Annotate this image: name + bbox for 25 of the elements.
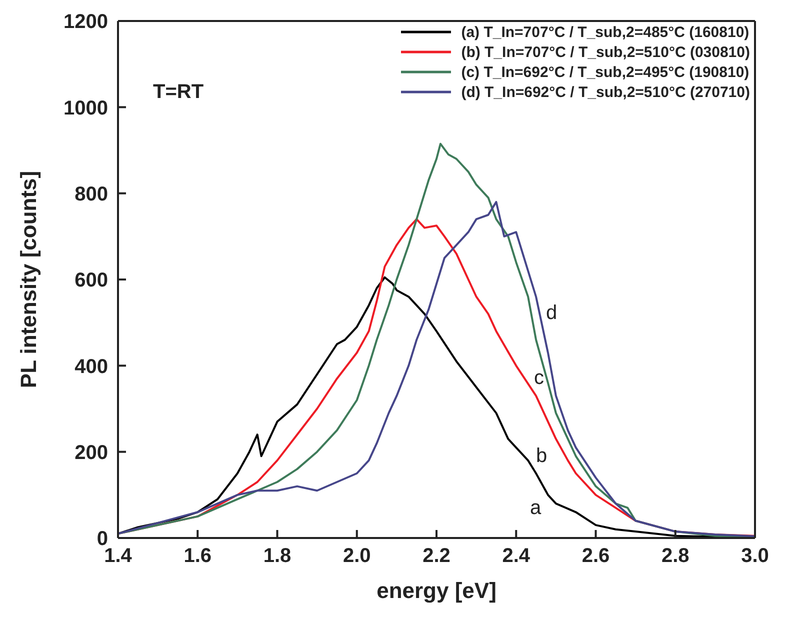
- x-tick-label: 3.0: [741, 545, 769, 568]
- x-tick-label: 2.8: [661, 545, 690, 568]
- legend-label: (c) T_In=692°C / T_sub,2=495°C (190810): [461, 64, 750, 80]
- x-tick-label: 1.8: [263, 545, 292, 568]
- annotation: c: [534, 367, 544, 389]
- legend-label: (d) T_In=692°C / T_sub,2=510°C (270710): [461, 84, 750, 100]
- annotation: T=RT: [153, 81, 204, 103]
- y-axis-title: PL intensity [counts]: [16, 170, 41, 388]
- y-tick-label: 200: [74, 442, 108, 464]
- annotation: d: [546, 302, 558, 324]
- y-tick-label: 400: [74, 356, 108, 378]
- annotation: a: [530, 497, 542, 519]
- x-tick-label: 1.6: [184, 545, 212, 568]
- y-tick-label: 800: [74, 183, 108, 206]
- x-tick-label: 2.2: [422, 545, 450, 568]
- y-tick-label: 600: [74, 270, 108, 292]
- y-tick-label: 1200: [64, 11, 108, 34]
- x-tick-label: 2.6: [582, 545, 610, 568]
- annotation: b: [536, 445, 548, 467]
- x-tick-label: 2.0: [342, 545, 371, 568]
- x-tick-label: 2.4: [502, 545, 531, 568]
- y-tick-label: 1000: [64, 97, 108, 120]
- legend-label: (a) T_In=707°C / T_sub,2=485°C (160810): [461, 24, 750, 40]
- x-axis-title: energy [eV]: [376, 578, 496, 603]
- legend-label: (b) T_In=707°C / T_sub,2=510°C (030810): [461, 44, 750, 60]
